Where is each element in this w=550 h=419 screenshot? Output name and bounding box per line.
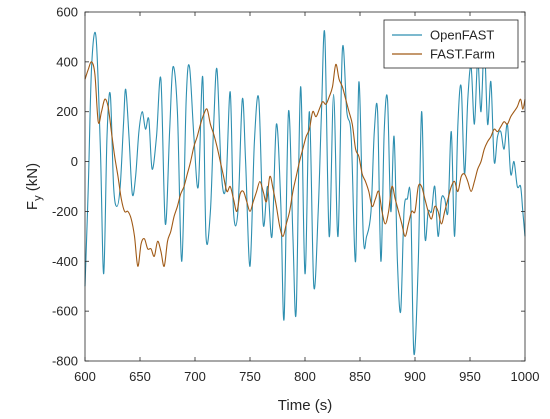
x-tick-label: 800 — [294, 369, 316, 384]
y-tick-label: -200 — [52, 204, 78, 219]
series-line-fastfarm — [84, 61, 526, 267]
y-tick-label: 600 — [56, 5, 78, 20]
x-tick-label: 750 — [239, 369, 261, 384]
legend-entry-openfast: OpenFAST — [430, 28, 494, 43]
y-tick-label: -800 — [52, 354, 78, 369]
y-tick-label: 0 — [71, 154, 78, 169]
x-tick-label: 650 — [129, 369, 151, 384]
x-axis: 600 650 700 750 800 850 900 950 1000 — [74, 12, 539, 384]
x-tick-label: 900 — [404, 369, 426, 384]
legend: OpenFAST FAST.Farm — [383, 19, 519, 69]
y-tick-label: 200 — [56, 104, 78, 119]
y-axis-label: Fy (kN) — [24, 163, 44, 210]
series-line-openfast — [84, 30, 526, 356]
x-tick-label: 1000 — [511, 369, 540, 384]
y-tick-label: 400 — [56, 54, 78, 69]
x-tick-label: 850 — [349, 369, 371, 384]
x-tick-label: 950 — [459, 369, 481, 384]
x-tick-label: 700 — [184, 369, 206, 384]
series-layer — [84, 30, 526, 356]
x-tick-label: 600 — [74, 369, 96, 384]
y-axis: -800 -600 -400 -200 0 200 400 600 — [52, 5, 525, 369]
y-tick-label: -400 — [52, 254, 78, 269]
y-tick-label: -600 — [52, 304, 78, 319]
legend-box — [383, 19, 519, 69]
y-axis-label-main: F — [24, 201, 41, 210]
y-axis-label-unit: (kN) — [24, 163, 41, 196]
legend-entry-fastfarm: FAST.Farm — [430, 47, 495, 62]
y-axis-label-subscript: y — [32, 195, 44, 201]
x-axis-label: Time (s) — [278, 397, 332, 414]
